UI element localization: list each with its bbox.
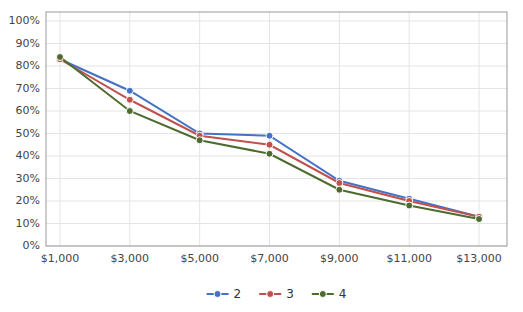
- series-line: [60, 57, 479, 219]
- grid-line-y: [46, 43, 507, 44]
- y-tick-label: 70%: [16, 82, 40, 95]
- point-marker: [126, 87, 133, 94]
- y-tick-label: 90%: [16, 37, 40, 50]
- grid-line-y: [46, 133, 507, 134]
- legend: 2 3 4: [207, 287, 347, 301]
- plot-frame: [46, 12, 507, 246]
- y-tick-label: 40%: [16, 149, 40, 162]
- point-marker: [56, 54, 63, 61]
- legend-marker: [267, 291, 274, 298]
- series-line: [60, 59, 479, 217]
- point-marker: [126, 96, 133, 103]
- grid-line-y: [46, 201, 507, 202]
- y-tick-label: 60%: [16, 104, 40, 117]
- legend-item: 2: [207, 287, 242, 301]
- point-marker: [266, 150, 273, 157]
- grid-line-x: [409, 12, 410, 246]
- x-tick-label: $7,000: [250, 252, 289, 265]
- grid-line-x: [129, 12, 130, 246]
- data: [56, 54, 482, 223]
- point-marker: [266, 141, 273, 148]
- point-marker: [476, 216, 483, 223]
- x-tick-label: $11,000: [386, 252, 432, 265]
- grid-line-y: [46, 178, 507, 179]
- series-line: [60, 59, 479, 217]
- grid-line-y: [46, 66, 507, 67]
- x-tick-label: $5,000: [180, 252, 219, 265]
- point-marker: [406, 202, 413, 209]
- point-marker: [196, 137, 203, 144]
- x-tick-label: $3,000: [111, 252, 150, 265]
- point-marker: [336, 186, 343, 193]
- grid: [46, 12, 507, 246]
- grid-line-y: [46, 111, 507, 112]
- y-tick-label: 50%: [16, 127, 40, 140]
- axes: 0% 10% 20% 30% 40% 50% 60% 70% 80% 90% 100% $1,000 $…: [9, 12, 507, 265]
- grid-line-x: [269, 12, 270, 246]
- point-marker: [126, 108, 133, 115]
- legend-marker: [214, 291, 221, 298]
- point-marker: [336, 180, 343, 187]
- grid-line-y: [46, 88, 507, 89]
- grid-line-x: [199, 12, 200, 246]
- legend-label: 2: [234, 287, 242, 301]
- x-tick-label: $1,000: [41, 252, 80, 265]
- grid-line-x: [479, 12, 480, 246]
- x-tick-label: $9,000: [320, 252, 359, 265]
- grid-line-y: [46, 223, 507, 224]
- y-tick-label: 80%: [16, 59, 40, 72]
- y-tick-label: 20%: [16, 194, 40, 207]
- point-marker: [266, 132, 273, 139]
- legend-marker: [319, 291, 326, 298]
- legend-item: 4: [312, 287, 347, 301]
- y-tick-label: 10%: [16, 217, 40, 230]
- chart: 0% 10% 20% 30% 40% 50% 60% 70% 80% 90% 100% $1,000 $…: [0, 0, 523, 312]
- y-tick-label: 100%: [9, 14, 40, 27]
- legend-label: 3: [286, 287, 294, 301]
- grid-line-x: [59, 12, 60, 246]
- y-tick-label: 30%: [16, 172, 40, 185]
- y-tick-label: 0%: [23, 239, 40, 252]
- x-tick-label: $13,000: [456, 252, 502, 265]
- legend-label: 4: [339, 287, 347, 301]
- grid-line-y: [46, 21, 507, 22]
- grid-line-x: [339, 12, 340, 246]
- legend-item: 3: [259, 287, 294, 301]
